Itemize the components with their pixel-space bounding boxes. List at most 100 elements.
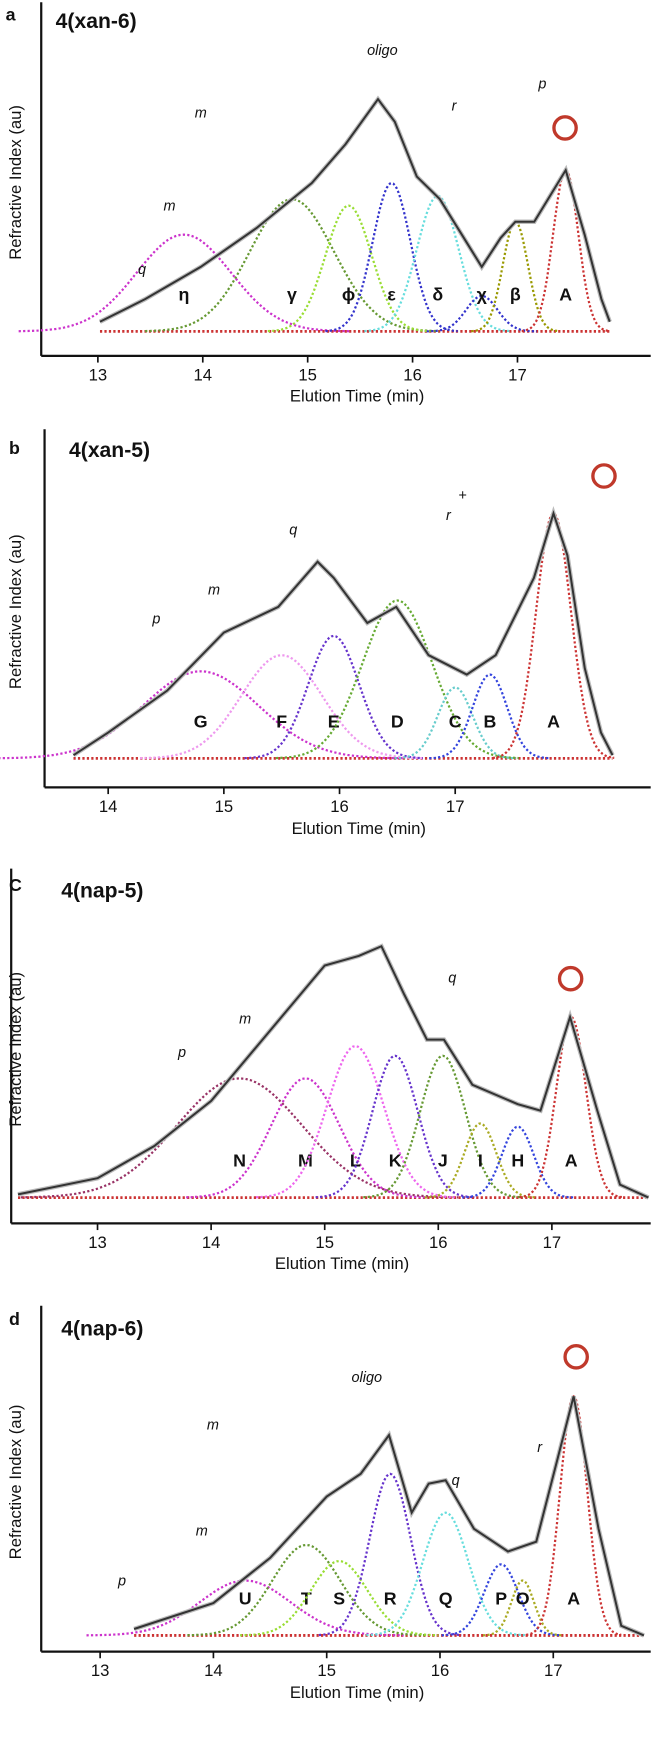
x-tick-label: 16: [431, 1661, 450, 1680]
peak: [187, 1543, 426, 1637]
structure-annotation: p: [177, 1045, 186, 1061]
peak-label: K: [389, 1151, 402, 1171]
x-tick-label: 15: [215, 797, 234, 816]
peak: [426, 294, 537, 333]
peak: [462, 1125, 574, 1199]
peak: [145, 198, 439, 333]
peak: [267, 204, 430, 333]
peak-label: Q: [439, 1589, 453, 1609]
structure-annotation: m: [196, 1523, 208, 1539]
peak: [315, 1054, 475, 1199]
trace: [17, 944, 649, 1199]
x-axis-label: Elution Time (min): [275, 1254, 409, 1273]
peak-label: F: [276, 712, 287, 732]
peak: [429, 673, 551, 760]
x-tick-label: 17: [508, 365, 527, 384]
structure-annotation: p: [117, 1573, 126, 1589]
structure-annotation: r: [537, 1440, 543, 1456]
structure-annotation: p: [151, 611, 160, 627]
peak: [394, 686, 516, 760]
peak: [0, 670, 404, 760]
y-axis-label: Refractive Index (au): [6, 972, 25, 1127]
x-axis-label: Elution Time (min): [290, 386, 424, 405]
trace-shadow: [72, 506, 615, 758]
ring-icon: [552, 115, 578, 141]
peak: [86, 1579, 404, 1637]
peak-label: S: [333, 1589, 345, 1609]
peak-label: H: [511, 1151, 524, 1171]
structure-annotation: m: [208, 582, 220, 598]
x-tick-label: 16: [429, 1233, 448, 1252]
structure-annotation: m: [195, 105, 207, 121]
peak: [521, 168, 610, 333]
x-tick-label: 15: [315, 1233, 334, 1252]
panel-letter: C: [9, 875, 22, 895]
peak-label: D: [391, 712, 404, 732]
peak: [186, 1077, 425, 1199]
peak-label: C: [449, 712, 462, 732]
structure-annotation: q: [289, 522, 297, 538]
trace: [133, 1396, 645, 1637]
x-tick-label: 13: [88, 1233, 107, 1252]
peak: [482, 1579, 563, 1637]
x-tick-label: 14: [202, 1233, 221, 1252]
peak-label: P: [495, 1589, 507, 1609]
x-tick-label: 17: [446, 797, 465, 816]
structure-annotation: oligo: [352, 1370, 383, 1386]
x-tick-label: 14: [204, 1661, 223, 1680]
peak-label: γ: [287, 284, 297, 304]
peak-label: ϕ: [342, 284, 355, 304]
panel: 14 15 16 17 b 4(xan-5) Elution Time (min) Refra…: [0, 429, 651, 838]
y-axis-label: Refractive Index (au): [6, 534, 25, 689]
peak-label: ε: [387, 284, 396, 304]
peak-label: χ: [477, 284, 488, 304]
peak-label: β: [510, 284, 521, 304]
y-axis-label: Refractive Index (au): [6, 1405, 25, 1560]
peak: [366, 1511, 525, 1637]
peak-label: A: [547, 712, 560, 732]
chart-title: 4(nap-5): [61, 880, 143, 903]
structure-annotation: m: [239, 1012, 251, 1028]
ring-icon: [557, 965, 584, 992]
structure-annotation: q: [448, 971, 456, 987]
trace: [99, 97, 611, 323]
peak-label: I: [478, 1151, 483, 1171]
structure-annotation: m: [164, 199, 176, 215]
peak: [471, 220, 560, 333]
peak: [424, 1122, 537, 1199]
structure-annotation: q: [452, 1473, 460, 1489]
x-tick-label: 16: [403, 365, 422, 384]
peak: [255, 1044, 455, 1199]
peak: [364, 194, 512, 333]
peak-label: O: [516, 1589, 530, 1609]
panel-letter: d: [9, 1309, 20, 1329]
x-tick-label: 14: [194, 365, 213, 384]
peak-label: E: [328, 712, 340, 732]
panel: 13 14 15 16 17 a 4(xan-6) Elution Time (min) Ref…: [6, 2, 651, 405]
panel-letter: a: [6, 4, 16, 24]
peak: [363, 1054, 523, 1199]
panel-letter: b: [9, 438, 20, 458]
peak-label: L: [350, 1151, 361, 1171]
panel: 13 14 15 16 17 d 4(nap-6) Elution Time (min) Ref…: [6, 1305, 651, 1702]
structure-annotation: m: [207, 1418, 219, 1434]
peak: [318, 1472, 462, 1637]
peak-label: δ: [432, 284, 443, 304]
x-tick-label: 17: [543, 1233, 562, 1252]
panel: 13 14 15 16 17 C 4(nap-5) Elution Time (min) Ref…: [6, 868, 651, 1273]
x-tick-label: 13: [91, 1661, 110, 1680]
peak-label: B: [483, 712, 496, 732]
peak: [244, 634, 423, 760]
chart-title: 4(xan-6): [56, 10, 137, 33]
structure-annotation: r: [452, 99, 458, 115]
x-tick-label: 13: [89, 365, 108, 384]
peak: [18, 233, 350, 333]
x-tick-label: 15: [317, 1661, 336, 1680]
x-tick-label: 15: [298, 365, 317, 384]
structure-annotation: p: [537, 76, 546, 92]
chart-title: 4(xan-5): [69, 439, 150, 462]
trace: [72, 510, 614, 757]
structure-annotation: +: [458, 488, 466, 504]
peak-label: R: [384, 1589, 397, 1609]
chart-title: 4(nap-6): [61, 1318, 143, 1341]
